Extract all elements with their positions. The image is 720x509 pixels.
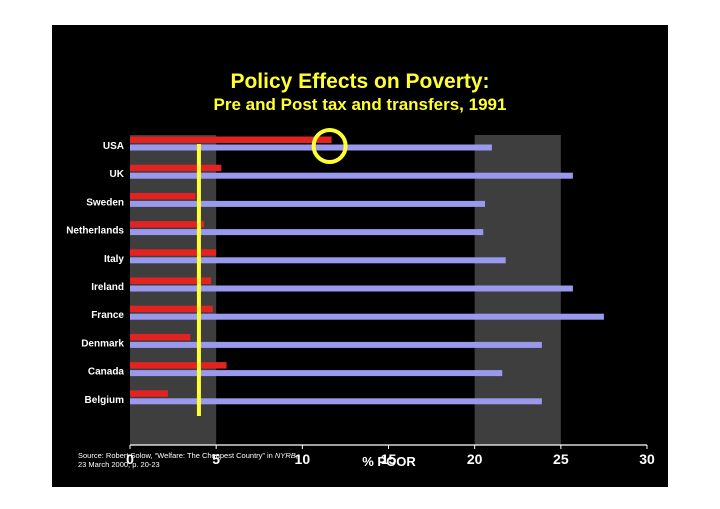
category-label-sweden: Sweden — [86, 197, 124, 208]
chart-subtitle: Pre and Post tax and transfers, 1991 — [213, 95, 507, 114]
post-tax-bar-usa — [130, 136, 332, 143]
source-line-2: 23 March 2000, p. 20-23 — [78, 460, 160, 469]
bars — [130, 136, 647, 446]
post-tax-bar-canada — [130, 362, 227, 369]
post-tax-bar-belgium — [130, 390, 168, 397]
source-note: Source: Robert Solow, “Welfare: The Chea… — [78, 451, 298, 469]
pre-tax-bar-france — [130, 313, 604, 320]
category-label-denmark: Denmark — [81, 338, 124, 349]
pre-tax-bar-denmark — [130, 341, 542, 348]
source-journal: NYRB — [274, 451, 296, 460]
pre-tax-bar-belgium — [130, 398, 542, 405]
category-label-ireland: Ireland — [91, 282, 124, 293]
pre-tax-bar-italy — [130, 257, 506, 264]
post-tax-bar-denmark — [130, 333, 191, 341]
post-tax-bar-netherlands — [130, 221, 205, 228]
category-label-netherlands: Netherlands — [66, 226, 124, 237]
source-suffix: , — [295, 451, 298, 460]
post-tax-bar-sweden — [130, 192, 196, 200]
x-tick-label-3: 15 — [381, 451, 397, 467]
category-label-uk: UK — [110, 169, 125, 180]
pre-tax-bar-netherlands — [130, 229, 484, 236]
chart-title: Policy Effects on Poverty: — [230, 70, 490, 93]
x-tick-label-0: 0 — [126, 451, 134, 467]
post-tax-bar-ireland — [130, 277, 211, 284]
pre-tax-bar-ireland — [130, 285, 573, 292]
post-tax-bar-uk — [130, 164, 222, 172]
slide-background: Policy Effects on Poverty: Pre and Post … — [52, 25, 668, 487]
post-tax-bar-italy — [130, 249, 217, 256]
x-axis-label: % POOR — [362, 454, 416, 469]
post-tax-bar-france — [130, 305, 213, 313]
annotations — [196, 128, 348, 416]
category-label-belgium: Belgium — [85, 395, 125, 406]
poverty-bar-chart: USA UK Sweden Netherlands Italy Ireland France… — [66, 128, 655, 469]
category-labels: USA UK Sweden Netherlands Italy Ireland France… — [66, 141, 125, 406]
x-axis-ticks: 0 5 10 15 20 25 30 — [126, 445, 655, 467]
pre-tax-bar-sweden — [130, 200, 486, 207]
category-label-france: France — [91, 310, 124, 321]
x-tick-label-5: 25 — [553, 451, 569, 467]
x-tick-label-1: 5 — [212, 451, 220, 467]
pre-tax-bar-uk — [130, 172, 573, 179]
source-prefix: Source: Robert Solow, “Welfare: The Chea… — [78, 451, 275, 460]
x-tick-label-2: 10 — [295, 451, 311, 467]
category-label-italy: Italy — [104, 254, 124, 265]
x-tick-label-6: 30 — [639, 451, 655, 467]
pre-tax-bar-usa — [130, 144, 492, 151]
highlight-circle — [311, 128, 348, 164]
pre-tax-bar-canada — [130, 370, 503, 377]
category-label-usa: USA — [103, 141, 124, 152]
category-label-canada: Canada — [88, 367, 125, 378]
x-tick-label-4: 20 — [467, 451, 483, 467]
